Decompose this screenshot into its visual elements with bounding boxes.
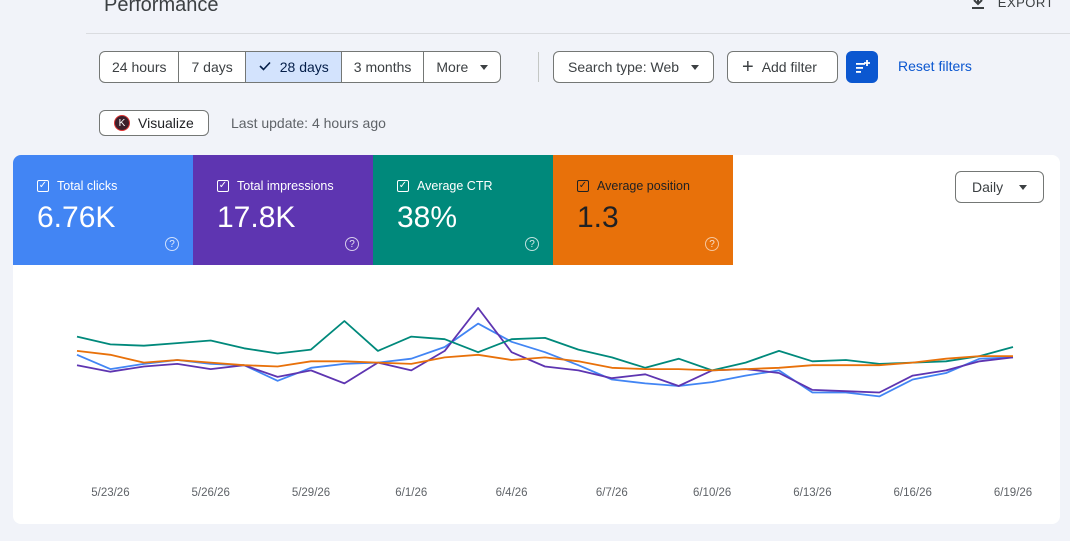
search-type-dropdown[interactable]: Search type: Web [553,51,715,83]
checkbox-icon[interactable]: ✓ [397,180,409,192]
metric-average-ctr[interactable]: ✓ Average CTR 38% ? [373,155,553,265]
metric-value: 6.76K [37,201,116,234]
filter-list-icon [856,60,870,73]
range-label: 7 days [191,59,233,75]
last-update-text: Last update: 4 hours ago [231,115,386,131]
range-label: 28 days [279,59,329,75]
performance-line-chart: 5/23/26 5/26/26 5/29/26 6/1/26 6/4/26 6/7/26 6… [76,307,1032,499]
metric-label: Average position [597,179,690,193]
x-tick-label: 6/7/26 [596,487,628,499]
checkbox-icon[interactable]: ✓ [37,180,49,192]
visualize-logo-icon: K [114,115,130,131]
help-icon[interactable]: ? [165,237,179,251]
chevron-down-icon [1019,184,1028,190]
visualize-label: Visualize [138,115,194,131]
x-tick-label: 6/13/26 [793,487,831,499]
filter-options-button[interactable] [846,51,878,83]
metric-total-clicks[interactable]: ✓ Total clicks 6.76K ? [13,155,193,265]
help-icon[interactable]: ? [705,237,719,251]
metric-value: 17.8K [217,201,296,234]
page-title: Performance [104,0,219,16]
check-icon [258,59,272,76]
add-filter-button[interactable]: + Add filter [727,51,838,83]
metric-label: Average CTR [417,179,493,193]
range-label: More [436,59,469,75]
metric-value: 1.3 [577,201,619,234]
metric-label: Total impressions [237,179,334,193]
granularity-label: Daily [972,179,1004,195]
checkbox-icon[interactable]: ✓ [217,180,229,192]
toolbar-divider [538,52,539,82]
x-tick-label: 5/23/26 [91,487,129,499]
search-type-label: Search type: Web [568,59,680,75]
download-icon [971,0,984,9]
metric-label: Total clicks [57,179,118,193]
x-tick-label: 6/19/26 [994,487,1032,499]
export-label: EXPORT [997,0,1054,10]
help-icon[interactable]: ? [345,237,359,251]
x-tick-label: 6/1/26 [395,487,427,499]
x-tick-label: 6/10/26 [693,487,731,499]
x-tick-label: 5/26/26 [192,487,230,499]
metric-value: 38% [397,201,458,234]
export-button[interactable]: EXPORT [970,0,1054,10]
range-3-months[interactable]: 3 months [342,52,425,82]
metric-total-impressions[interactable]: ✓ Total impressions 17.8K ? [193,155,373,265]
range-24-hours[interactable]: 24 hours [100,52,180,82]
x-tick-label: 5/29/26 [292,487,330,499]
range-more-dropdown[interactable]: More [424,52,500,82]
series-line-total-clicks [76,322,1014,398]
x-tick-label: 6/4/26 [496,487,528,499]
range-28-days[interactable]: 28 days [245,52,342,82]
checkbox-icon[interactable]: ✓ [577,180,589,192]
series-line-total-impressions [76,307,1014,394]
metric-average-position[interactable]: ✓ Average position 1.3 ? [553,155,733,265]
range-label: 3 months [353,59,412,75]
range-7-days[interactable]: 7 days [179,52,246,82]
help-icon[interactable]: ? [525,237,539,251]
reset-filters-link[interactable]: Reset filters [898,58,972,74]
visualize-button[interactable]: K Visualize [99,110,209,136]
header-divider [86,33,1070,34]
chevron-down-icon [480,64,489,70]
plus-icon: + [742,56,754,78]
series-line-average-ctr [76,320,1014,372]
chevron-down-icon [691,64,700,70]
x-tick-label: 6/16/26 [894,487,932,499]
granularity-dropdown[interactable]: Daily [955,171,1044,203]
series-line-average-position [76,350,1013,372]
range-label: 24 hours [112,59,167,75]
performance-card: ✓ Total clicks 6.76K ? ✓ Total impressions… [13,155,1060,524]
add-filter-label: Add filter [761,59,817,75]
date-range-selector: 24 hours 7 days 28 days 3 months More [99,51,502,83]
